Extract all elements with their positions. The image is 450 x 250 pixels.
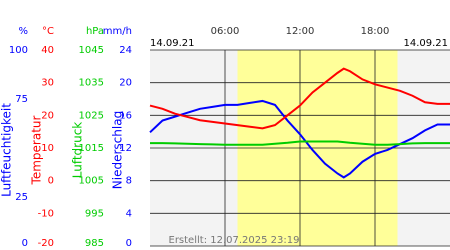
y-tick-label: 40 (41, 45, 54, 56)
y-tick-label: 20 (119, 78, 132, 89)
y-tick-label: 25 (15, 192, 28, 203)
axis-title: Luftdruck (71, 122, 85, 179)
y-tick-label: 10 (41, 143, 54, 154)
y-tick-label: 0 (48, 176, 54, 187)
y-tick-label: -20 (38, 238, 54, 249)
y-tick-label: 1015 (79, 143, 104, 154)
date-label: 14.09.21 (150, 38, 195, 49)
y-tick-label: 20 (41, 110, 54, 121)
axis-unit: hPa (86, 26, 104, 37)
series-line (149, 67, 450, 130)
date-label: 14.09.21 (403, 38, 448, 49)
axis-title: Luftfeuchtigkeit (0, 103, 14, 197)
y-tick-label: 30 (41, 78, 54, 89)
y-tick-label: 985 (85, 238, 104, 249)
x-tick-label: 06:00 (211, 26, 240, 37)
y-tick-label: 24 (119, 45, 132, 56)
y-tick-label: 100 (9, 45, 28, 56)
axis-unit: °C (42, 26, 54, 37)
y-tick-label: 8 (126, 176, 132, 187)
y-tick-label: 75 (15, 94, 28, 105)
y-tick-label: 1035 (79, 78, 104, 89)
y-tick-label: 12 (119, 143, 132, 154)
y-tick-label: 1025 (79, 110, 104, 121)
axis-unit: % (18, 26, 28, 37)
y-tick-label: 1005 (79, 176, 104, 187)
axis-title: Temperatur (30, 115, 44, 185)
y-tick-label: 16 (119, 110, 132, 121)
axis-unit: mm/h (103, 26, 132, 37)
axis-title: Niederschlag (111, 111, 125, 189)
series-line (150, 140, 450, 146)
y-tick-label: 0 (126, 238, 132, 249)
footer: Erstellt: 12.07.2025 23:19 (169, 235, 300, 246)
y-tick-label: 995 (85, 208, 104, 219)
x-tick-label: 12:00 (286, 26, 315, 37)
y-tick-label: 4 (126, 208, 132, 219)
y-tick-label: 1045 (79, 45, 104, 56)
y-tick-label: 0 (22, 238, 28, 249)
x-tick-label: 18:00 (361, 26, 390, 37)
y-tick-label: -10 (38, 208, 54, 219)
